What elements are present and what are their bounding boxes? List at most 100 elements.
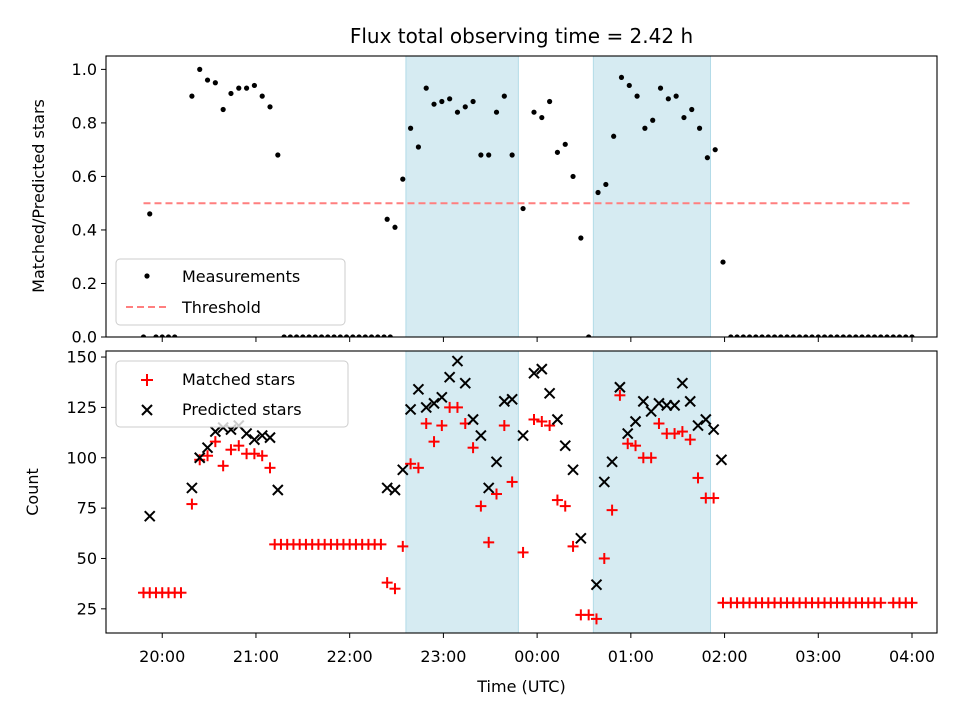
bottom-ytick-label-3: 100	[66, 448, 97, 467]
top-band-0	[405, 56, 519, 337]
xtick-label-8: 04:00	[889, 647, 935, 666]
matched-star-point-50	[491, 488, 503, 500]
measurement-point-9	[212, 80, 218, 86]
measurement-point-48	[478, 152, 484, 158]
measurement-point-4	[165, 334, 172, 337]
measurement-point-35	[387, 334, 393, 337]
predicted-star-point-8	[240, 427, 253, 440]
measurement-point-28	[343, 334, 350, 337]
measurement-point-102	[871, 334, 878, 337]
top-highlight-bands	[405, 56, 712, 337]
predicted-star-point-34	[551, 413, 564, 426]
measurement-point-88	[784, 334, 790, 337]
predicted-star-point-0	[144, 510, 156, 522]
xtick-label-2: 22:00	[327, 647, 373, 666]
predicted-star-point-30	[517, 429, 529, 442]
predicted-star-point-42	[622, 427, 634, 440]
measurement-point-16	[267, 104, 273, 110]
matched-star-point-9	[202, 450, 214, 462]
predicted-star-point-15	[397, 464, 409, 476]
measurement-point-51	[501, 93, 507, 99]
measurement-point-6	[189, 93, 195, 99]
predicted-star-point-38	[590, 578, 603, 591]
predicted-star-point-37	[575, 532, 587, 545]
matched-star-point-53	[517, 546, 529, 558]
xtick-label-3: 23:00	[420, 647, 466, 666]
measurement-point-15	[259, 93, 265, 99]
measurement-point-92	[809, 334, 815, 337]
legend-measurements-label: Measurements	[182, 267, 300, 286]
legend-predicted-label: Predicted stars	[182, 400, 302, 419]
measurement-point-62	[595, 189, 601, 196]
predicted-star-point-4	[209, 425, 222, 438]
predicted-star-point-17	[412, 383, 425, 395]
top-ytick-label-3: 0.6	[72, 167, 97, 186]
measurement-point-99	[853, 334, 859, 337]
measurement-point-17	[275, 152, 281, 158]
matched-star-point-8	[194, 454, 206, 466]
measurement-point-10	[220, 106, 226, 113]
measurement-point-74	[689, 106, 695, 113]
predicted-star-point-9	[248, 433, 261, 446]
measurement-point-103	[878, 334, 884, 337]
measurement-point-79	[728, 334, 734, 337]
measurement-point-63	[603, 181, 609, 188]
xtick-label-6: 02:00	[702, 647, 748, 666]
legend-measurements-marker	[144, 273, 150, 279]
predicted-star-point-40	[606, 456, 618, 468]
measurement-point-18	[281, 334, 287, 337]
measurement-point-1	[147, 211, 153, 217]
matched-star-point-6	[175, 587, 187, 599]
measurement-point-24	[318, 334, 325, 337]
bottom-legend: Matched stars Predicted stars	[115, 360, 349, 428]
bottom-y-axis: 25 50 75 100 125 150	[66, 348, 106, 618]
predicted-star-point-32	[536, 363, 548, 375]
measurement-point-49	[486, 152, 492, 158]
predicted-star-point-50	[684, 395, 696, 408]
measurement-point-96	[834, 334, 840, 337]
measurement-point-106	[896, 334, 903, 337]
measurement-point-68	[642, 125, 648, 131]
predicted-star-point-54	[715, 454, 728, 466]
measurement-point-41	[423, 85, 429, 91]
predicted-star-point-48	[668, 399, 681, 412]
predicted-star-point-29	[506, 393, 518, 406]
matched-star-point-57	[551, 494, 563, 506]
predicted-star-point-26	[482, 482, 495, 494]
top-ytick-label-0: 0.0	[72, 328, 97, 347]
x-axis-label: Time (UTC)	[476, 677, 565, 696]
matched-star-point-70	[653, 418, 665, 430]
measurement-point-78	[720, 259, 726, 265]
measurement-point-93	[815, 334, 821, 337]
matched-star-point-55	[536, 416, 548, 427]
predicted-star-point-51	[692, 419, 704, 432]
matched-star-point-13	[233, 440, 245, 452]
matched-star-point-37	[389, 583, 401, 595]
matched-star-point-59	[567, 540, 579, 552]
measurement-point-57	[554, 149, 561, 155]
matched-star-point-35	[375, 538, 387, 550]
predicted-star-point-25	[475, 429, 487, 442]
bottom-ytick-label-5: 150	[66, 348, 97, 367]
measurement-point-8	[204, 77, 211, 83]
predicted-star-point-11	[264, 431, 276, 444]
xtick-label-4: 00:00	[514, 647, 560, 666]
predicted-star-point-12	[272, 484, 284, 496]
predicted-star-point-27	[490, 456, 503, 468]
measurement-point-12	[236, 85, 242, 91]
measurement-point-97	[840, 334, 846, 337]
matched-star-point-12	[225, 444, 237, 456]
predicted-star-point-49	[676, 377, 689, 389]
predicted-star-point-22	[451, 355, 464, 367]
measurement-point-72	[673, 93, 679, 99]
measurement-point-87	[778, 334, 784, 337]
measurement-point-64	[611, 133, 617, 139]
measurement-point-60	[578, 235, 584, 241]
measurement-point-95	[828, 334, 834, 337]
predicted-star-point-41	[614, 381, 626, 393]
measurement-point-31	[362, 334, 368, 337]
bottom-plot-frame	[105, 350, 938, 634]
matched-star-point-49	[483, 536, 495, 548]
matched-star-point-66	[622, 438, 634, 450]
bottom-band-1	[592, 351, 712, 633]
